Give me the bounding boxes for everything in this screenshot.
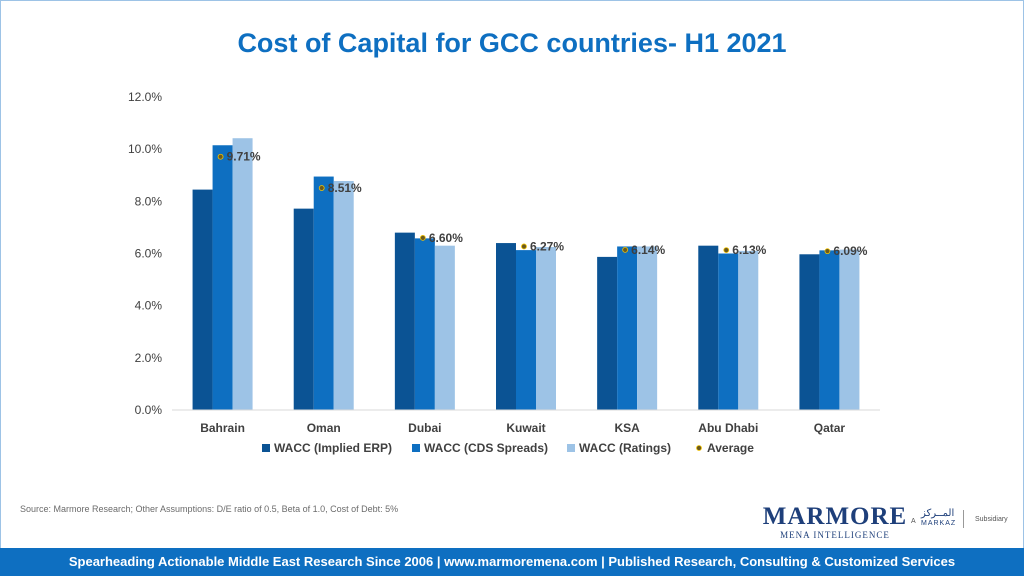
bar-2-6 — [839, 249, 860, 410]
markaz-divider — [963, 510, 964, 528]
bar-2-3 — [536, 246, 556, 410]
average-data-label: 6.09% — [833, 244, 867, 258]
bar-0-6 — [799, 254, 820, 410]
average-marker — [521, 243, 527, 250]
bar-1-6 — [819, 250, 840, 410]
chart-title: Cost of Capital for GCC countries- H1 20… — [237, 28, 787, 58]
markaz-name: MARKAZ — [921, 520, 957, 527]
legend-label: WACC (Implied ERP) — [274, 441, 392, 455]
y-tick-label: 2.0% — [135, 351, 163, 365]
markaz-suffix: Subsidiary — [975, 516, 1008, 523]
x-tick-label: Oman — [307, 421, 341, 435]
bar-2-2 — [434, 245, 455, 410]
legend-swatch — [262, 444, 270, 452]
bar-1-5 — [718, 253, 739, 410]
legend-swatch — [567, 444, 575, 452]
markaz-prefix: A — [911, 518, 916, 525]
marmore-logo: MARMORE MENA INTELLIGENCE — [760, 503, 910, 541]
average-data-label: 6.60% — [429, 231, 463, 245]
bar-1-4 — [617, 246, 638, 410]
bar-1-3 — [516, 250, 536, 410]
y-tick-label: 0.0% — [135, 403, 163, 417]
source-note: Source: Marmore Research; Other Assumpti… — [20, 504, 399, 514]
average-marker — [419, 234, 426, 241]
markaz-arabic: المــركز — [921, 508, 955, 519]
x-tick-label: Kuwait — [506, 421, 545, 435]
y-tick-label: 10.0% — [128, 142, 162, 156]
legend-label: WACC (CDS Spreads) — [424, 441, 548, 455]
wacc-bar-chart: 0.0% 2.0% 4.0% 6.0% 8.0% 10.0% 12.0% Bahrain Oma… — [128, 90, 880, 455]
average-marker — [318, 185, 325, 191]
bar-2-5 — [738, 250, 759, 410]
y-tick-label: 6.0% — [135, 247, 163, 261]
bar-1-0 — [212, 145, 233, 411]
average-data-label: 6.27% — [530, 239, 564, 253]
bar-1-2 — [414, 238, 435, 410]
bar-2-4 — [637, 246, 658, 410]
x-tick-label: Dubai — [408, 421, 441, 435]
average-marker — [217, 153, 224, 160]
x-tick-label: KSA — [614, 421, 640, 435]
bar-0-2 — [394, 232, 415, 410]
legend-label: WACC (Ratings) — [579, 441, 671, 455]
average-data-label: 8.51% — [328, 181, 362, 195]
x-tick-label: Abu Dhabi — [698, 421, 758, 435]
bar-0-0 — [192, 189, 213, 410]
average-data-label: 6.13% — [732, 243, 766, 257]
y-tick-label: 12.0% — [128, 90, 162, 104]
legend-swatch — [412, 444, 420, 452]
average-marker — [723, 247, 730, 254]
bar-0-5 — [698, 245, 719, 410]
average-marker — [622, 246, 629, 253]
logo-main-text: MARMORE — [762, 503, 908, 530]
legend-swatch — [696, 445, 702, 451]
footer-banner: Spearheading Actionable Middle East Rese… — [0, 548, 1024, 576]
y-tick-label: 8.0% — [135, 194, 163, 208]
legend-label: Average — [707, 441, 754, 455]
markaz-subsidiary-mark: A المــركز MARKAZ Subsidiary — [911, 508, 1023, 536]
average-marker — [824, 248, 831, 255]
bar-0-4 — [597, 256, 618, 410]
average-data-label: 6.14% — [631, 243, 665, 257]
bar-2-0 — [232, 138, 253, 410]
y-tick-label: 4.0% — [135, 299, 163, 313]
bar-0-1 — [293, 208, 314, 410]
logo-sub-text: MENA INTELLIGENCE — [780, 530, 890, 540]
average-data-label: 9.71% — [227, 150, 261, 164]
x-tick-label: Qatar — [814, 421, 846, 435]
bar-0-3 — [496, 243, 516, 410]
bar-2-1 — [333, 180, 354, 410]
bar-1-1 — [313, 176, 334, 410]
x-tick-label: Bahrain — [200, 421, 245, 435]
